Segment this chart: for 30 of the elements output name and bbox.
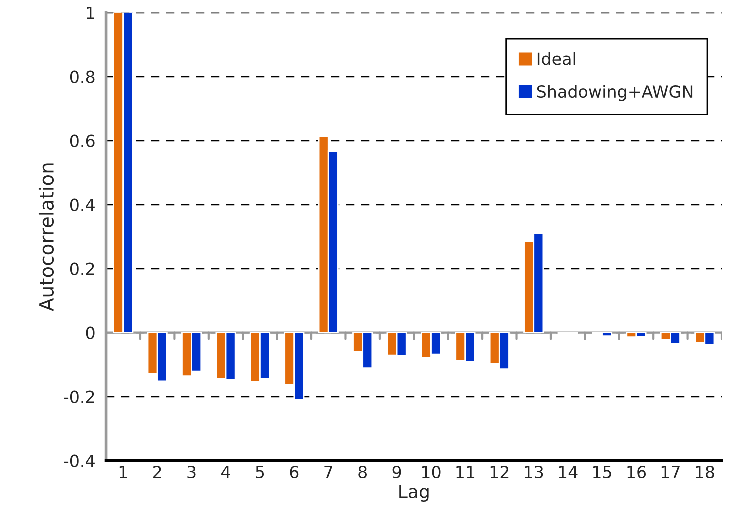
y-tick-label: -0.2 — [64, 390, 94, 404]
x-tick-label: 8 — [358, 466, 367, 479]
x-tick-label: 17 — [662, 466, 680, 478]
x-axis-title: Lag — [400, 485, 429, 502]
x-tick-label: 5 — [256, 466, 264, 479]
y-tick-label: 0.8 — [70, 70, 95, 84]
x-tick-label: 13 — [525, 466, 544, 479]
x-tick-label: 4 — [222, 466, 230, 478]
x-tick-label: 7 — [324, 466, 333, 478]
y-tick-label: 1 — [87, 6, 94, 20]
x-tick-label: 18 — [696, 466, 714, 479]
y-axis-title: Autocorrelation — [38, 164, 54, 312]
x-tick-label: 12 — [490, 466, 509, 478]
y-tick-label: 0 — [86, 326, 95, 340]
x-tick-label: 3 — [188, 466, 196, 479]
x-tick-label: 11 — [456, 466, 475, 478]
legend-label: Ideal — [538, 52, 576, 66]
y-tick-label: 0.4 — [70, 198, 95, 212]
x-tick-label: 16 — [628, 466, 646, 479]
y-tick-label: 0.2 — [70, 262, 94, 276]
x-tick-label: 9 — [392, 466, 402, 479]
y-tick-label: 0.6 — [70, 134, 95, 148]
x-tick-label: 10 — [422, 466, 441, 479]
x-tick-label: 2 — [154, 466, 162, 478]
x-tick-label: 1 — [120, 466, 128, 478]
x-tick-label: 6 — [290, 466, 299, 479]
x-tick-label: 15 — [594, 466, 612, 479]
x-tick-label: 14 — [559, 466, 578, 478]
y-tick-label: -0.4 — [64, 454, 95, 468]
legend-label: Shadowing+AWGN — [537, 85, 693, 102]
